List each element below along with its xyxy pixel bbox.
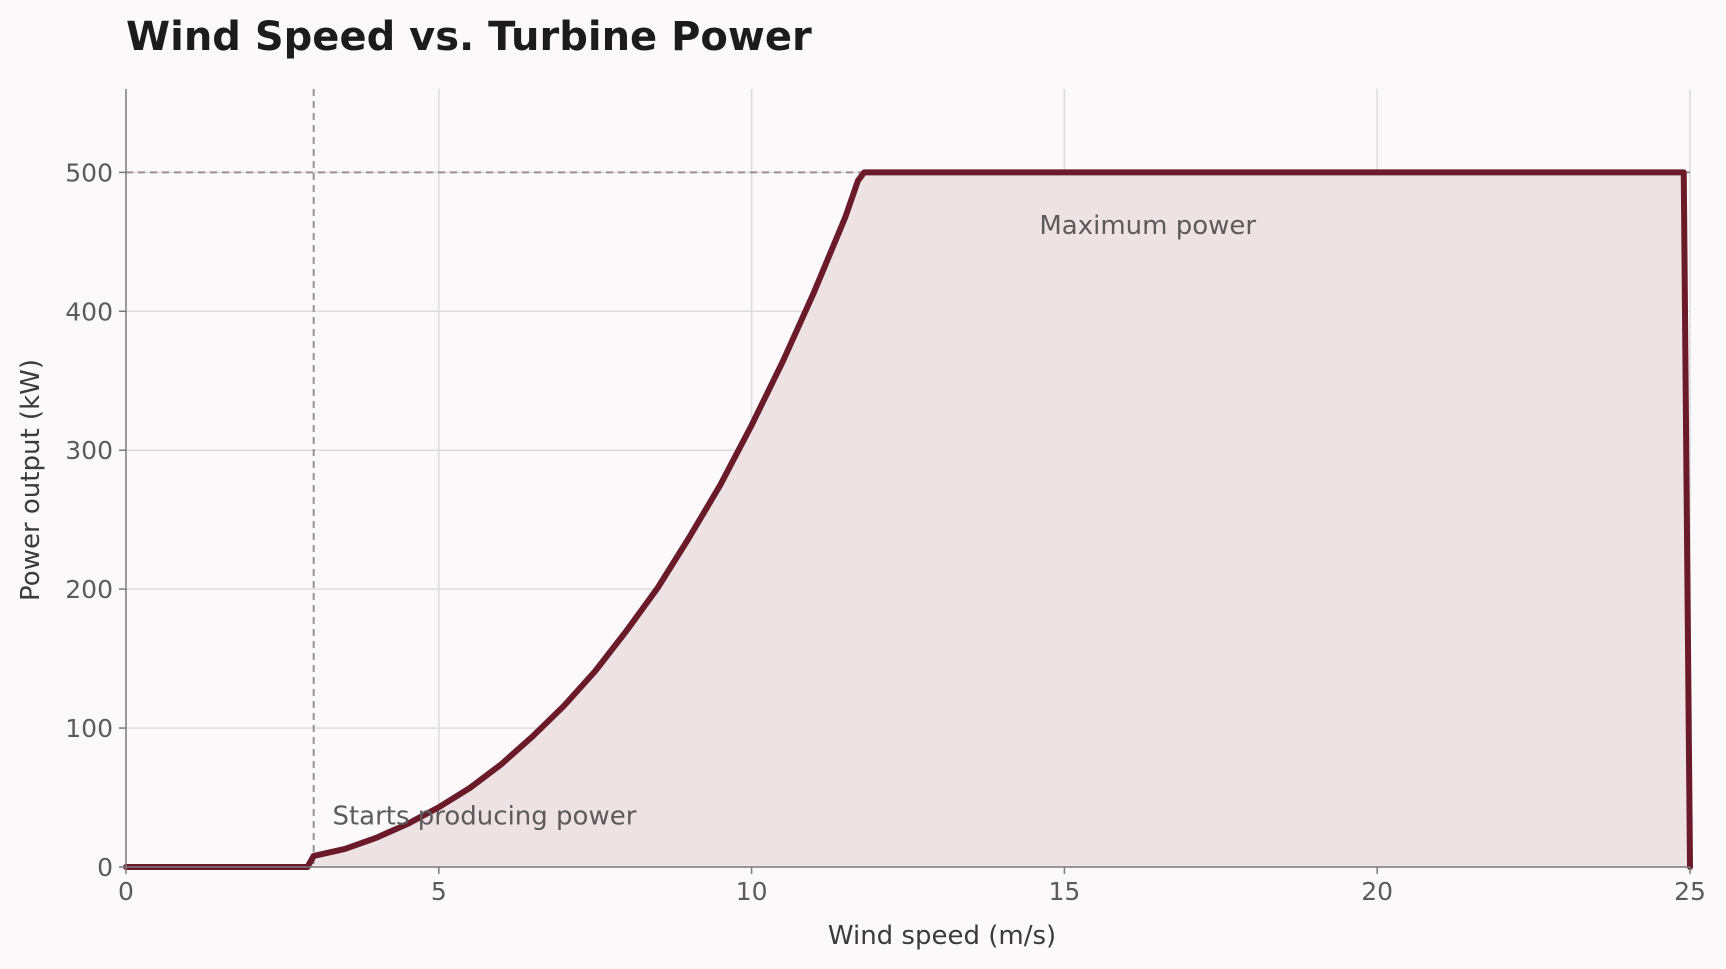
y-tick-label: 500 [65, 158, 113, 187]
y-tick-label: 100 [65, 714, 113, 743]
power-curve-line [123, 169, 1693, 870]
annotations: Starts producing power Maximum power [332, 211, 1256, 831]
y-tick-label: 200 [65, 575, 113, 604]
tick-labels: 0 5 10 15 20 25 0 100 200 300 400 500 [65, 158, 1706, 906]
x-tick-label: 10 [736, 877, 768, 906]
x-tick-label: 15 [1048, 877, 1080, 906]
y-tick-label: 0 [97, 853, 113, 882]
power-area-fill [126, 172, 1690, 868]
annotation-label: Starts producing power [332, 802, 636, 832]
axes [119, 89, 1691, 874]
x-axis-label: Wind speed (m/s) [828, 921, 1056, 951]
chart-title: Wind Speed vs. Turbine Power [126, 14, 812, 60]
x-tick-label: 0 [118, 877, 134, 906]
y-axis-label: Power output (kW) [16, 359, 46, 601]
annotation-label: Maximum power [1039, 211, 1256, 241]
y-tick-label: 400 [65, 297, 113, 326]
x-tick-label: 20 [1361, 877, 1393, 906]
y-tick-label: 300 [65, 436, 113, 465]
x-tick-label: 5 [431, 877, 447, 906]
x-tick-label: 25 [1674, 877, 1706, 906]
